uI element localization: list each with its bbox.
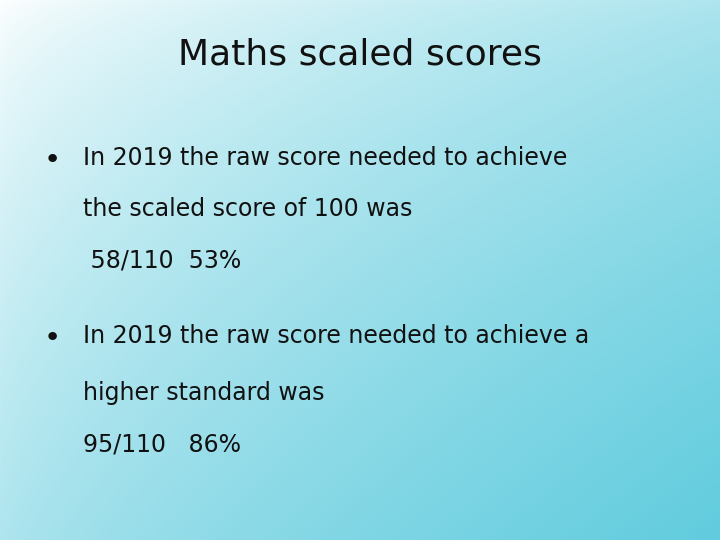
Text: 95/110   86%: 95/110 86% [83,432,240,456]
Text: •: • [43,146,60,174]
Text: the scaled score of 100 was: the scaled score of 100 was [83,197,412,221]
Text: 58/110  53%: 58/110 53% [83,248,241,272]
Text: In 2019 the raw score needed to achieve: In 2019 the raw score needed to achieve [83,146,567,170]
Text: •: • [43,324,60,352]
Text: In 2019 the raw score needed to achieve a: In 2019 the raw score needed to achieve … [83,324,589,348]
Text: Maths scaled scores: Maths scaled scores [178,38,542,72]
Text: higher standard was: higher standard was [83,381,324,404]
